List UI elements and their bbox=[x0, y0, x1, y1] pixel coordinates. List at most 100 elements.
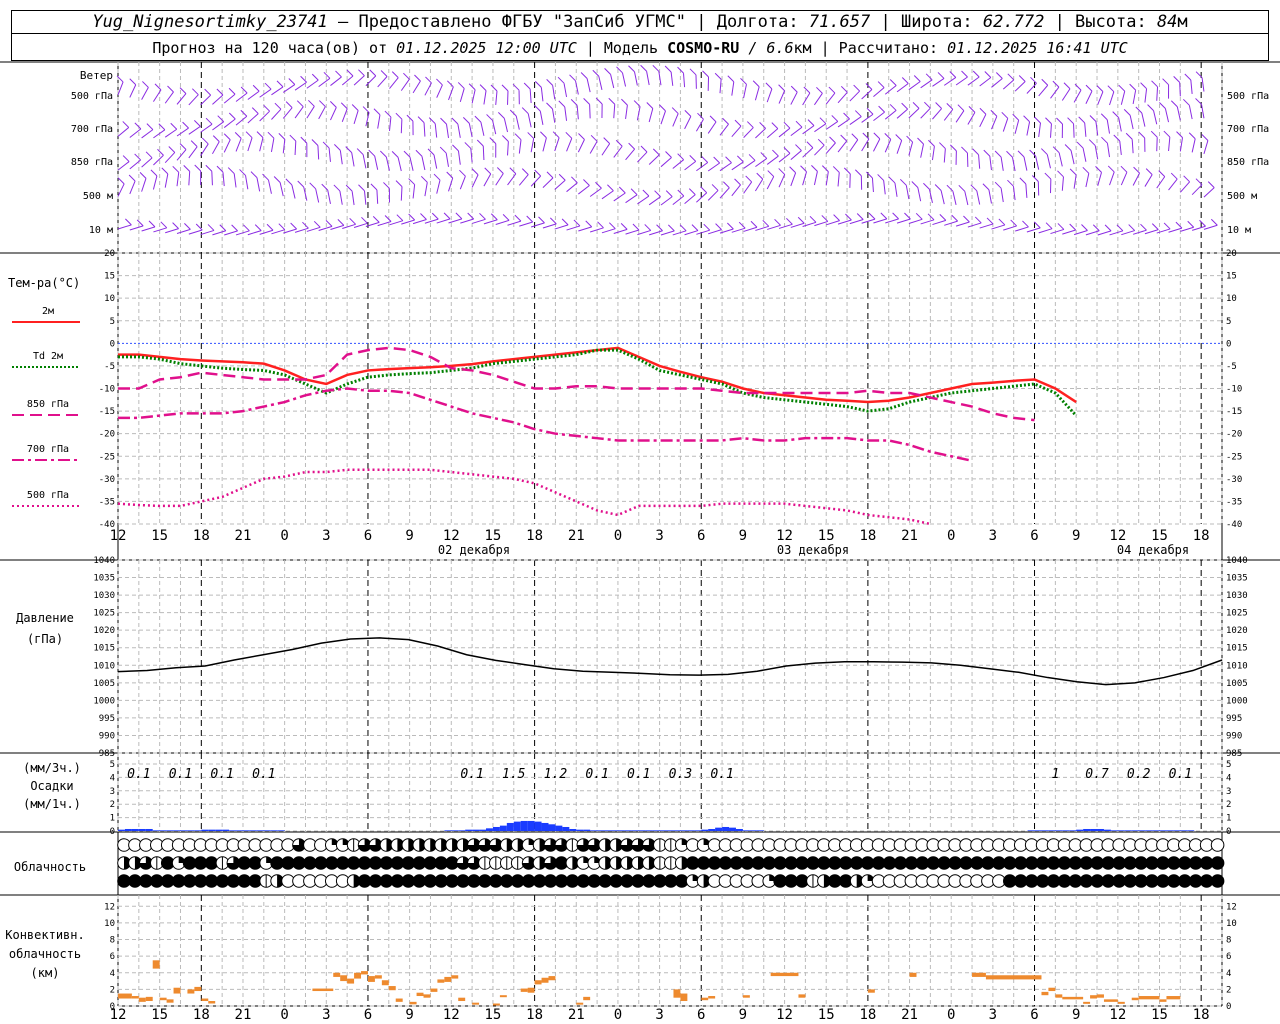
wind-barb bbox=[141, 87, 149, 100]
conv-bar bbox=[423, 994, 431, 998]
wind-barb-feather bbox=[452, 144, 459, 152]
wind-barb bbox=[564, 106, 568, 121]
wind-barb-feather bbox=[358, 69, 365, 77]
wind-barb bbox=[423, 122, 426, 137]
wind-barb bbox=[482, 145, 485, 160]
wind-barb-feather bbox=[756, 172, 764, 180]
wind-barb bbox=[247, 113, 259, 124]
wind-barb-feather bbox=[946, 184, 954, 192]
wind-barb-feather bbox=[462, 117, 470, 124]
wind-barb bbox=[708, 229, 722, 235]
wind-barb-feather bbox=[526, 215, 534, 223]
wind-barb-feather bbox=[570, 99, 578, 106]
wind-barb bbox=[460, 218, 474, 224]
wind-barb bbox=[117, 183, 125, 197]
conv-bar bbox=[340, 975, 348, 982]
wind-barb-feather bbox=[951, 214, 958, 222]
cloud-symbol-fill bbox=[227, 856, 240, 870]
wind-barb-feather bbox=[414, 74, 421, 82]
wind-barb bbox=[318, 106, 326, 120]
cloud-symbol-fill bbox=[605, 856, 612, 870]
precip-bar bbox=[222, 829, 230, 831]
conv-bar bbox=[1055, 994, 1063, 998]
conv-bar bbox=[1166, 996, 1181, 1000]
wind-barb-feather bbox=[1006, 150, 1013, 158]
wind-barb bbox=[1097, 172, 1103, 186]
precip-bar bbox=[1076, 829, 1084, 831]
wind-barb bbox=[1132, 172, 1141, 186]
cloud-symbol-fill bbox=[648, 856, 656, 870]
conv-bar bbox=[673, 989, 681, 998]
wind-barb-feather bbox=[711, 184, 719, 191]
wind-barb-feather bbox=[329, 101, 337, 108]
wind-barb-feather bbox=[263, 104, 270, 112]
wind-barb bbox=[434, 123, 438, 138]
wind-barb-feather bbox=[479, 212, 486, 220]
wind-barb bbox=[672, 113, 679, 127]
precip-tick-left: 1 bbox=[110, 814, 115, 824]
wind-barb bbox=[259, 137, 264, 152]
conv-bar bbox=[458, 997, 466, 1002]
wind-barb-feather bbox=[750, 220, 758, 228]
pressure-tick-left: 990 bbox=[99, 731, 115, 741]
wind-barb-feather bbox=[1007, 179, 1014, 187]
wind-barb-feather bbox=[396, 214, 404, 222]
wind-barb bbox=[306, 226, 321, 232]
precip-bar bbox=[270, 830, 278, 831]
wind-barb bbox=[1014, 120, 1020, 134]
wind-barb-feather bbox=[868, 212, 876, 220]
wind-barb-feather bbox=[1029, 149, 1036, 157]
wind-barb-feather bbox=[428, 117, 436, 124]
wind-barb-feather bbox=[117, 177, 125, 185]
wind-level-label: 10 м bbox=[89, 225, 113, 236]
wind-barb-feather bbox=[373, 108, 381, 116]
wind-barb bbox=[470, 148, 473, 163]
wind-barb bbox=[1061, 88, 1071, 101]
wind-barb-feather bbox=[714, 72, 722, 80]
wind-barb-feather bbox=[689, 155, 697, 162]
wind-barb bbox=[837, 118, 850, 128]
wind-barb bbox=[495, 90, 498, 106]
precip-bar bbox=[520, 820, 528, 831]
wind-barb bbox=[1062, 229, 1076, 235]
wind-barb-feather bbox=[786, 217, 793, 225]
wind-barb-feather bbox=[727, 222, 734, 230]
cloud-symbol-fill bbox=[292, 838, 306, 852]
pressure-tick-left: 1010 bbox=[93, 661, 115, 671]
wind-barb-feather bbox=[252, 84, 260, 92]
wind-barb bbox=[696, 192, 708, 203]
conv-bar bbox=[354, 972, 362, 979]
wind-barb bbox=[566, 182, 578, 193]
wind-barb bbox=[755, 158, 768, 168]
wind-barb-feather bbox=[395, 112, 403, 120]
wind-barb bbox=[330, 107, 337, 121]
precip-bar bbox=[180, 830, 188, 831]
wind-barb-feather bbox=[216, 88, 224, 96]
wind-barb-feather bbox=[254, 224, 262, 231]
wind-barb-feather bbox=[901, 102, 908, 110]
wind-barb bbox=[530, 138, 535, 153]
conv-panel-title-2: облачность bbox=[9, 947, 81, 961]
precip-bar bbox=[236, 830, 243, 831]
wind-barb bbox=[495, 219, 510, 225]
precip-3h-total: 0.1 bbox=[460, 767, 483, 782]
station-name: Yug_Nignesortimky_23741 bbox=[92, 12, 328, 32]
wind-barb bbox=[271, 86, 284, 96]
temp-tick-right: 5 bbox=[1226, 317, 1231, 327]
wind-barb bbox=[282, 84, 296, 93]
wind-barb bbox=[790, 150, 802, 161]
wind-barb bbox=[1000, 156, 1004, 171]
wind-barb bbox=[542, 177, 554, 189]
wind-barb-feather bbox=[179, 87, 187, 94]
wind-barb bbox=[1121, 230, 1135, 236]
wind-barb bbox=[129, 128, 142, 138]
wind-barb-feather bbox=[1147, 104, 1154, 112]
wind-barb-feather bbox=[866, 107, 874, 115]
wind-barb-feather bbox=[632, 223, 640, 231]
wind-barb-feather bbox=[497, 112, 505, 119]
pressure-tick-right: 1000 bbox=[1226, 696, 1248, 706]
wind-barb-feather bbox=[608, 97, 616, 105]
cloud-symbol-fill bbox=[539, 856, 546, 870]
wind-barb bbox=[377, 114, 381, 129]
wind-barb-feather bbox=[592, 69, 600, 77]
